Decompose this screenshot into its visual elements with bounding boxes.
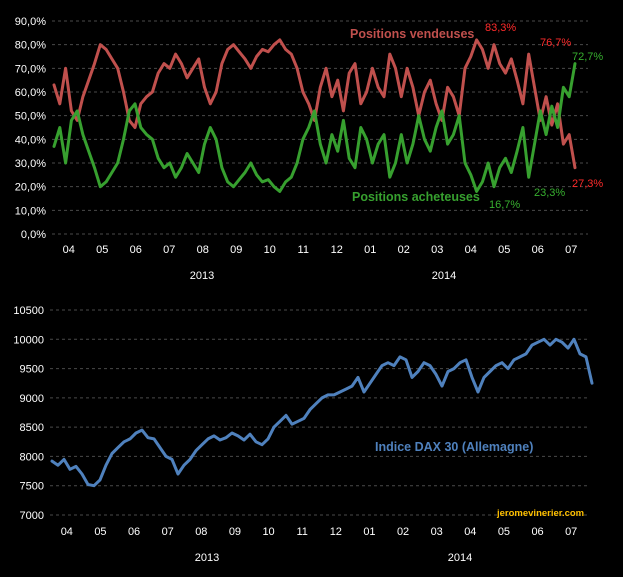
x-tick-label: 11 bbox=[298, 244, 309, 256]
y-tick-label: 80,0% bbox=[15, 40, 46, 52]
series-line-indice-dax-30-allemagne- bbox=[50, 337, 594, 488]
x-tick-label: 06 bbox=[130, 244, 142, 256]
y-tick-label: 50,0% bbox=[15, 111, 46, 123]
x-tick-label: 04 bbox=[63, 244, 75, 256]
dax-year-labels: 2013 2014 bbox=[195, 552, 472, 564]
x-tick-label: 05 bbox=[96, 244, 108, 256]
y-tick-label: 60,0% bbox=[15, 87, 46, 99]
annotation-83-3: 83,3% bbox=[485, 22, 516, 34]
sentiment-series-labels: Positions vendeuses Positions acheteuses bbox=[350, 27, 480, 204]
x-tick-label: 08 bbox=[195, 526, 207, 538]
x-tick-label: 09 bbox=[229, 526, 241, 538]
series-line-positions-acheteuses bbox=[52, 62, 577, 193]
sentiment-chart: 0,0% 10,0% 20,0% 30,0% 40,0% 50,0% 60,0% 70,0% 8… bbox=[15, 16, 604, 282]
x-tick-label: 01 bbox=[364, 244, 376, 256]
y-tick-label: 8500 bbox=[20, 422, 44, 434]
x-tick-label: 02 bbox=[397, 526, 409, 538]
sentiment-series bbox=[52, 38, 577, 193]
x-tick-label: 10 bbox=[264, 244, 276, 256]
sentiment-annotations: 83,3% 76,7% 72,7% 27,3% 16,7% 23,3% bbox=[485, 22, 603, 211]
y-tick-label: 0,0% bbox=[21, 229, 46, 241]
y-tick-label: 40,0% bbox=[15, 134, 46, 146]
y-tick-label: 70,0% bbox=[15, 63, 46, 75]
dax-series bbox=[50, 337, 594, 488]
x-tick-label: 07 bbox=[162, 526, 174, 538]
sentiment-year-labels: 2013 2014 bbox=[190, 270, 456, 282]
x-tick-label: 04 bbox=[464, 526, 476, 538]
y-tick-label: 9000 bbox=[20, 393, 44, 405]
x-tick-label: 05 bbox=[498, 526, 510, 538]
annotation-16-7: 16,7% bbox=[489, 199, 520, 211]
dax-gridlines bbox=[50, 309, 588, 516]
annotation-72-7: 72,7% bbox=[572, 51, 603, 63]
y-tick-label: 30,0% bbox=[15, 158, 46, 170]
year-label: 2013 bbox=[195, 552, 219, 564]
year-label: 2014 bbox=[448, 552, 472, 564]
series-line-positions-vendeuses bbox=[52, 38, 577, 170]
sentiment-x-axis: 04 05 06 07 08 09 10 11 12 01 02 03 04 05 06 07 bbox=[63, 244, 578, 256]
series-label-sellers: Positions vendeuses bbox=[350, 27, 474, 41]
y-tick-label: 20,0% bbox=[15, 182, 46, 194]
watermark-text: jeromevinerier.com bbox=[496, 508, 584, 519]
x-tick-label: 02 bbox=[398, 244, 410, 256]
x-tick-label: 06 bbox=[531, 526, 543, 538]
year-label: 2014 bbox=[432, 270, 456, 282]
x-tick-label: 03 bbox=[431, 526, 443, 538]
x-tick-label: 12 bbox=[331, 244, 343, 256]
x-tick-label: 04 bbox=[465, 244, 477, 256]
y-tick-label: 7000 bbox=[20, 510, 44, 522]
x-tick-label: 07 bbox=[163, 244, 175, 256]
y-tick-label: 7500 bbox=[20, 481, 44, 493]
x-tick-label: 03 bbox=[431, 244, 443, 256]
x-tick-label: 07 bbox=[565, 244, 577, 256]
dax-y-axis: 7000 7500 8000 8500 9000 9500 10000 10500 bbox=[13, 305, 44, 522]
x-tick-label: 07 bbox=[565, 526, 577, 538]
x-tick-label: 04 bbox=[61, 526, 73, 538]
y-tick-label: 8000 bbox=[20, 451, 44, 463]
x-tick-label: 11 bbox=[296, 526, 307, 538]
y-tick-label: 10,0% bbox=[15, 205, 46, 217]
x-tick-label: 01 bbox=[363, 526, 375, 538]
annotation-76-7: 76,7% bbox=[540, 37, 571, 49]
y-tick-label: 9500 bbox=[20, 364, 44, 376]
x-tick-label: 06 bbox=[532, 244, 544, 256]
x-tick-label: 12 bbox=[330, 526, 342, 538]
x-tick-label: 08 bbox=[197, 244, 209, 256]
x-tick-label: 05 bbox=[498, 244, 510, 256]
x-tick-label: 05 bbox=[94, 526, 106, 538]
x-tick-label: 10 bbox=[262, 526, 274, 538]
annotation-23-3: 23,3% bbox=[534, 187, 565, 199]
y-tick-label: 10000 bbox=[13, 334, 44, 346]
x-tick-label: 09 bbox=[230, 244, 242, 256]
y-tick-label: 90,0% bbox=[15, 16, 46, 28]
x-tick-label: 06 bbox=[128, 526, 140, 538]
year-label: 2013 bbox=[190, 270, 214, 282]
series-label-dax: Indice DAX 30 (Allemagne) bbox=[375, 440, 533, 454]
series-label-buyers: Positions acheteuses bbox=[352, 190, 480, 204]
sentiment-y-axis: 0,0% 10,0% 20,0% 30,0% 40,0% 50,0% 60,0% 70,0% 8… bbox=[15, 16, 46, 241]
y-tick-label: 10500 bbox=[13, 305, 44, 317]
annotation-27-3: 27,3% bbox=[572, 178, 603, 190]
dax-x-axis: 04 05 06 07 08 09 10 11 12 01 02 03 04 05 06 07 bbox=[61, 526, 578, 538]
sentiment-gridlines bbox=[52, 20, 588, 235]
